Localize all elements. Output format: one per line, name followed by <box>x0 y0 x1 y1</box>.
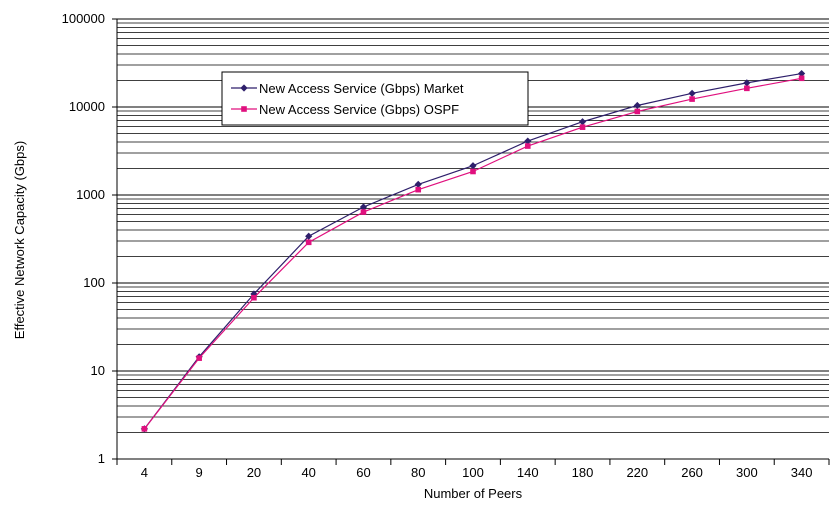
data-point <box>359 203 368 211</box>
y-tick-label: 1000 <box>76 187 105 202</box>
x-tick-label: 140 <box>517 465 539 480</box>
x-tick-labels: 4 9 20 40 60 80 100 140 180 220 260 300 340 <box>141 465 813 480</box>
legend-swatch-marker <box>240 84 248 92</box>
series-1 <box>140 69 806 433</box>
data-point <box>689 96 695 102</box>
axes <box>112 18 830 465</box>
data-point <box>688 89 696 97</box>
data-point <box>743 79 751 87</box>
data-point <box>305 239 312 246</box>
data-point <box>524 143 531 149</box>
data-point <box>414 180 422 188</box>
y-tick-label: 1 <box>98 451 105 466</box>
data-point <box>141 426 148 432</box>
x-tick-label: 60 <box>356 465 370 480</box>
y-tick-label: 100000 <box>62 11 105 26</box>
data-point <box>798 69 806 78</box>
y-axis-title: Effective Network Capacity (Gbps) <box>12 141 27 339</box>
y-tick-label: 10000 <box>69 99 105 114</box>
data-point <box>251 294 257 301</box>
series-layer <box>140 69 806 433</box>
x-tick-label: 340 <box>791 465 813 480</box>
y-tick-labels: 1 10 100 1000 10000 100000 <box>62 11 105 466</box>
data-point <box>634 108 641 115</box>
legend-label: New Access Service (Gbps) OSPF <box>259 102 459 117</box>
x-tick-label: 20 <box>247 465 261 480</box>
x-axis-title: Number of Peers <box>424 486 523 501</box>
x-tick-label: 260 <box>681 465 703 480</box>
x-tick-label: 220 <box>626 465 648 480</box>
data-point <box>305 232 313 240</box>
series-2 <box>141 75 805 432</box>
x-tick-label: 300 <box>736 465 758 480</box>
data-point <box>415 186 422 193</box>
x-tick-label: 80 <box>411 465 425 480</box>
data-point <box>633 101 641 110</box>
legend: New Access Service (Gbps) Market New Acce… <box>221 71 529 126</box>
legend-swatch-marker <box>241 106 247 112</box>
data-point <box>798 75 805 82</box>
series-line <box>143 77 802 430</box>
data-point <box>578 118 587 126</box>
x-tick-label: 180 <box>572 465 594 480</box>
data-point <box>196 355 202 361</box>
y-tick-label: 10 <box>91 363 105 378</box>
legend-label: New Access Service (Gbps) Market <box>259 81 464 96</box>
x-tick-label: 9 <box>196 465 203 480</box>
data-point <box>469 162 477 170</box>
data-point <box>579 124 586 130</box>
data-point <box>250 290 258 298</box>
legend-box <box>221 71 529 126</box>
data-point <box>470 168 476 175</box>
x-tick-label: 40 <box>301 465 315 480</box>
data-point <box>524 137 532 145</box>
data-point <box>744 85 750 92</box>
gridlines <box>117 18 829 460</box>
y-tick-label: 100 <box>83 275 105 290</box>
x-tick-label: 100 <box>462 465 484 480</box>
data-point <box>360 209 367 215</box>
x-tick-label: 4 <box>141 465 148 480</box>
